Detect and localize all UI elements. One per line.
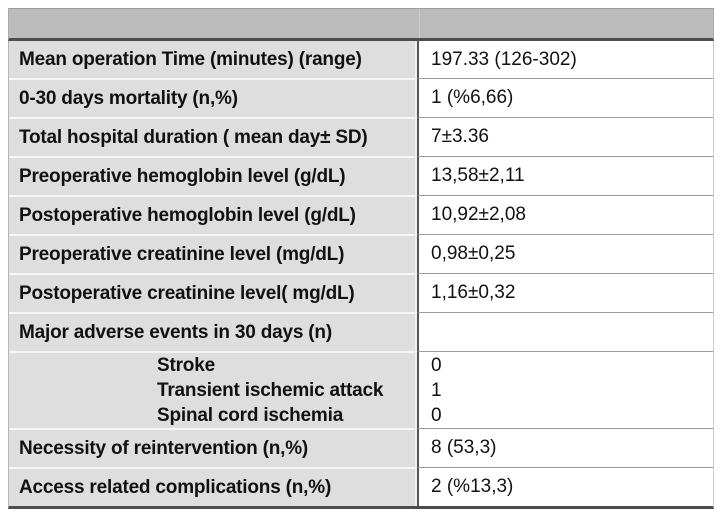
table-row: Necessity of reintervention (n,%) 8 (53,…: [9, 428, 713, 467]
row-label: Total hospital duration ( mean day± SD): [9, 117, 417, 156]
row-value: 1 (%6,66): [417, 78, 713, 117]
row-value: 1,16±0,32: [417, 273, 713, 312]
row-value: 8 (53,3): [417, 428, 713, 467]
row-label: Mean operation Time (minutes) (range): [9, 41, 417, 78]
sub-value: 0: [431, 354, 442, 376]
row-value: 10,92±2,08: [417, 195, 713, 234]
table-row: Access related complications (n,%) 2 (%1…: [9, 467, 713, 506]
table-row: Postoperative hemoglobin level (g/dL) 10…: [9, 195, 713, 234]
sub-label: Stroke: [157, 355, 215, 376]
table-row: 0-30 days mortality (n,%) 1 (%6,66): [9, 78, 713, 117]
row-label: Postoperative creatinine level( mg/dL): [9, 273, 417, 312]
table-row-sub-items: Stroke Transient ischemic attack Spinal …: [9, 351, 713, 428]
sub-value: 0: [431, 404, 442, 426]
table-row: Major adverse events in 30 days (n): [9, 312, 713, 351]
table-row: Postoperative creatinine level( mg/dL) 1…: [9, 273, 713, 312]
row-sub-values: 0 1 0: [417, 351, 713, 428]
row-value: 197.33 (126-302): [417, 41, 713, 78]
row-label: 0-30 days mortality (n,%): [9, 78, 417, 117]
row-value: 2 (%13,3): [417, 467, 713, 506]
row-label: Access related complications (n,%): [9, 467, 417, 506]
row-label: Major adverse events in 30 days (n): [9, 312, 417, 351]
row-sub-labels: Stroke Transient ischemic attack Spinal …: [9, 351, 417, 428]
sub-label: Transient ischemic attack: [157, 380, 384, 401]
sub-value: 1: [431, 379, 442, 401]
sub-label: Spinal cord ischemia: [157, 405, 344, 426]
row-label: Necessity of reintervention (n,%): [9, 428, 417, 467]
table-row: Preoperative creatinine level (mg/dL) 0,…: [9, 234, 713, 273]
table-header-row: [8, 8, 714, 41]
row-label: Postoperative hemoglobin level (g/dL): [9, 195, 417, 234]
row-value: 0,98±0,25: [417, 234, 713, 273]
row-label: Preoperative creatinine level (mg/dL): [9, 234, 417, 273]
row-value: 7±3.36: [417, 117, 713, 156]
header-cell-parameters: [9, 9, 420, 38]
row-value: 13,58±2,11: [417, 156, 713, 195]
row-label: Preoperative hemoglobin level (g/dL): [9, 156, 417, 195]
table-row: Mean operation Time (minutes) (range) 19…: [9, 41, 713, 78]
header-cell-values: [420, 9, 713, 38]
table-row: Total hospital duration ( mean day± SD) …: [9, 117, 713, 156]
table-body: Mean operation Time (minutes) (range) 19…: [8, 41, 714, 509]
outcomes-table: Mean operation Time (minutes) (range) 19…: [8, 8, 714, 509]
table-row: Preoperative hemoglobin level (g/dL) 13,…: [9, 156, 713, 195]
row-value: [417, 312, 713, 351]
